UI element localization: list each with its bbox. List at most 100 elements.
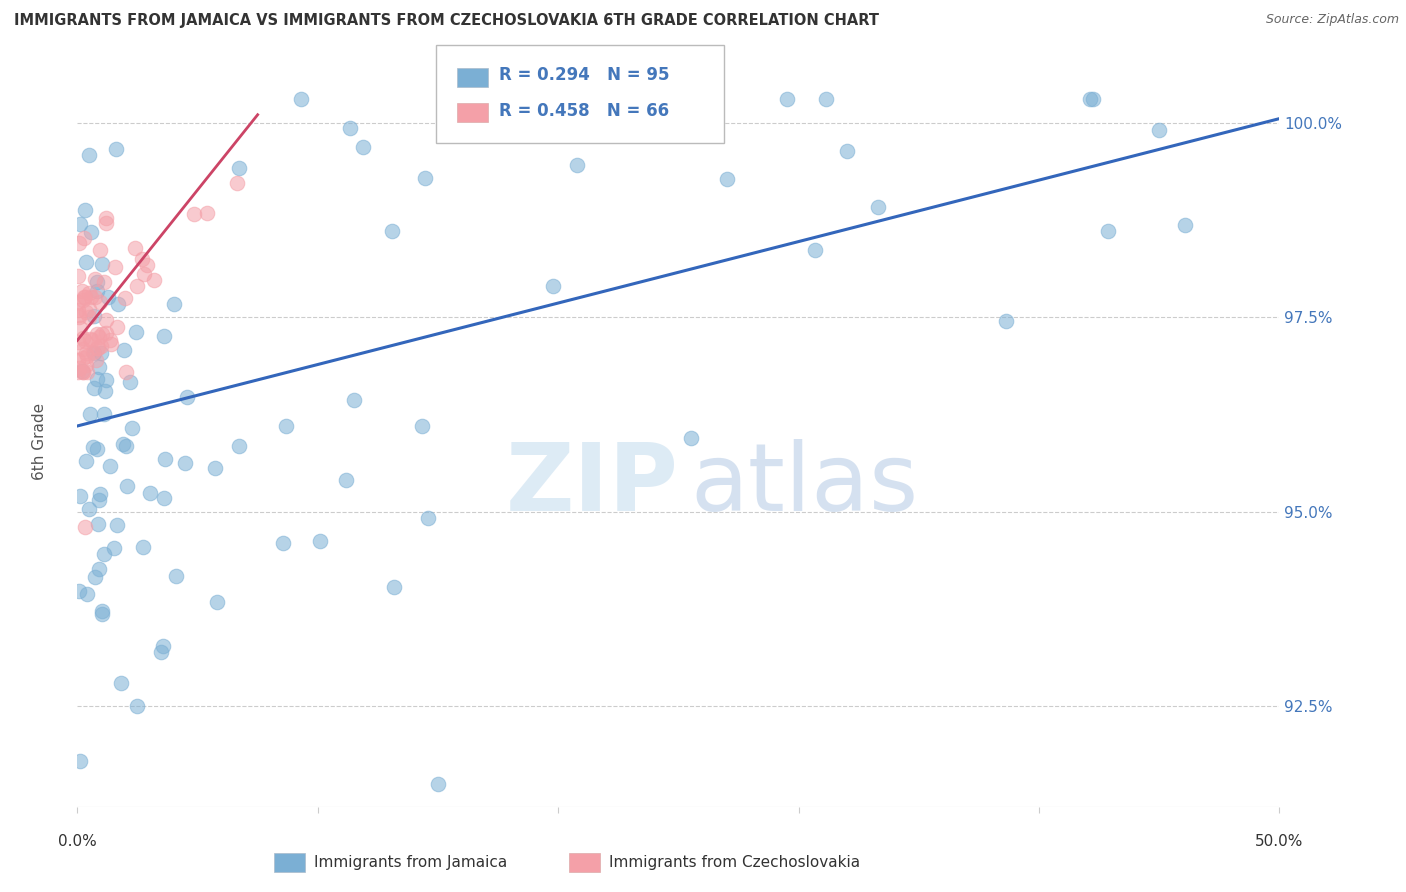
Point — [132, 540, 155, 554]
Point — [127, 699, 149, 714]
Point — [75, 454, 97, 468]
Point — [107, 297, 129, 311]
Point — [112, 437, 135, 451]
Point — [183, 207, 205, 221]
Point — [72, 364, 94, 378]
Point — [66, 302, 89, 317]
Point — [67, 334, 90, 349]
Point — [91, 607, 114, 621]
Point — [75, 345, 97, 359]
Point — [105, 319, 128, 334]
Point — [69, 217, 91, 231]
Point — [120, 375, 142, 389]
Point — [103, 541, 125, 555]
Point — [353, 140, 375, 154]
Point — [96, 326, 118, 340]
Point — [1174, 218, 1197, 232]
Point — [427, 777, 450, 791]
Text: R = 0.458   N = 66: R = 0.458 N = 66 — [499, 102, 669, 120]
Point — [309, 533, 332, 548]
Point — [207, 595, 229, 609]
Point — [73, 231, 96, 245]
Point — [228, 161, 250, 175]
Point — [94, 384, 117, 398]
Text: Immigrants from Czechoslovakia: Immigrants from Czechoslovakia — [609, 855, 860, 870]
Point — [77, 302, 100, 317]
Point — [93, 275, 115, 289]
Point — [114, 364, 136, 378]
Point — [76, 364, 98, 378]
Point — [274, 418, 297, 433]
Point — [381, 224, 404, 238]
Point — [339, 120, 361, 135]
Point — [153, 452, 176, 467]
Point — [86, 352, 108, 367]
Point — [67, 583, 90, 598]
Point — [335, 473, 357, 487]
Point — [152, 639, 174, 653]
Point — [75, 255, 97, 269]
Text: ZIP: ZIP — [506, 440, 679, 532]
Point — [72, 351, 94, 365]
Point — [416, 510, 439, 524]
Point — [72, 364, 94, 378]
Point — [131, 252, 153, 267]
Point — [90, 604, 112, 618]
Point — [163, 297, 186, 311]
Point — [228, 439, 250, 453]
Point — [90, 345, 112, 359]
Point — [94, 373, 117, 387]
Point — [86, 285, 108, 299]
Point — [86, 341, 108, 355]
Point — [804, 244, 827, 258]
Point — [127, 278, 149, 293]
Point — [89, 562, 111, 576]
Point — [104, 260, 127, 275]
Point — [76, 587, 98, 601]
Point — [343, 393, 366, 408]
Point — [93, 407, 115, 421]
Point — [411, 419, 433, 434]
Point — [73, 334, 96, 348]
Text: atlas: atlas — [690, 440, 918, 532]
Point — [112, 343, 135, 358]
Text: 50.0%: 50.0% — [1256, 834, 1303, 849]
Point — [77, 147, 100, 161]
Point — [679, 431, 702, 445]
Point — [69, 754, 91, 768]
Point — [89, 244, 111, 258]
Point — [72, 364, 94, 378]
Point — [835, 144, 858, 158]
Point — [110, 675, 132, 690]
Point — [72, 331, 94, 345]
Point — [165, 569, 187, 583]
Y-axis label: 6th Grade: 6th Grade — [32, 403, 48, 480]
Point — [139, 486, 162, 500]
Point — [69, 490, 91, 504]
Point — [98, 333, 121, 347]
Point — [382, 580, 405, 594]
Point — [86, 275, 108, 289]
Point — [104, 142, 127, 156]
Point — [153, 329, 176, 343]
Point — [75, 358, 97, 372]
Point — [77, 285, 100, 300]
Point — [567, 158, 589, 172]
Point — [97, 290, 120, 304]
Point — [87, 342, 110, 356]
Point — [100, 337, 122, 351]
Text: 0.0%: 0.0% — [58, 834, 97, 849]
Point — [80, 226, 103, 240]
Point — [776, 92, 799, 106]
Point — [80, 334, 103, 348]
Point — [80, 290, 103, 304]
Point — [1149, 123, 1171, 137]
Point — [117, 478, 139, 492]
Point — [76, 349, 98, 363]
Point — [413, 171, 436, 186]
Point — [84, 272, 107, 286]
Point — [72, 290, 94, 304]
Point — [90, 339, 112, 353]
Point — [114, 291, 136, 305]
Point — [716, 172, 738, 186]
